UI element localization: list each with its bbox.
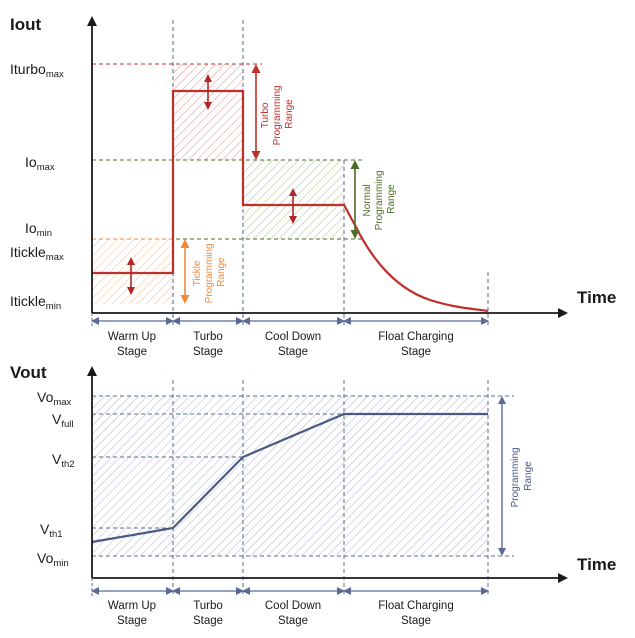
stage-spans-top (91, 313, 489, 326)
stage-label-cooldown-top: Cool Down Stage (265, 331, 321, 358)
current-panel: Turbo Programming Range Normal Programmi… (10, 15, 616, 358)
level-label-v-th1: Vth1 (40, 521, 63, 540)
voltage-x-axis-title: Time (577, 555, 616, 574)
level-label-v-th2: Vth2 (52, 451, 75, 470)
level-label-io-min: Iomin (25, 220, 52, 239)
voltage-y-axis-title: Vout (10, 363, 47, 382)
stage-spans-bottom (91, 578, 489, 596)
tickle-range-label: Tickle Programming Range (192, 241, 227, 304)
level-label-v-full: Vfull (52, 411, 74, 430)
level-label-vo-max: Vomax (37, 389, 72, 408)
tickle-range-region (92, 239, 174, 304)
level-label-vo-min: Vomin (37, 550, 69, 569)
level-label-itickle-min: Iticklemin (10, 293, 61, 312)
stage-label-warmup-top: Warm Up Stage (108, 331, 156, 358)
voltage-panel: Programming Range Vout Time Vomax Vfull … (10, 363, 616, 627)
stage-label-float-bottom: Float Charging Stage (378, 600, 453, 627)
normal-range-label: Normal Programming Range (362, 168, 397, 231)
stage-label-turbo-top: Turbo Stage (193, 331, 223, 358)
level-label-iturbo-max: Iturbomax (10, 61, 64, 80)
stage-label-cooldown-bottom: Cool Down Stage (265, 600, 321, 627)
voltage-curve (91, 412, 488, 544)
current-y-axis-title: Iout (10, 15, 41, 34)
stage-label-warmup-bottom: Warm Up Stage (108, 600, 156, 627)
current-curve (92, 89, 489, 313)
stage-label-float-top: Float Charging Stage (378, 331, 453, 358)
level-label-itickle-max: Iticklemax (10, 244, 64, 263)
current-x-axis-title: Time (577, 288, 616, 307)
stage-label-turbo-bottom: Turbo Stage (193, 600, 223, 627)
level-label-io-max: Iomax (25, 154, 55, 173)
voltage-programming-region (92, 396, 488, 556)
voltage-range-label: Programming Range (510, 445, 534, 508)
turbo-range-label: Turbo Programming Range (260, 83, 295, 146)
